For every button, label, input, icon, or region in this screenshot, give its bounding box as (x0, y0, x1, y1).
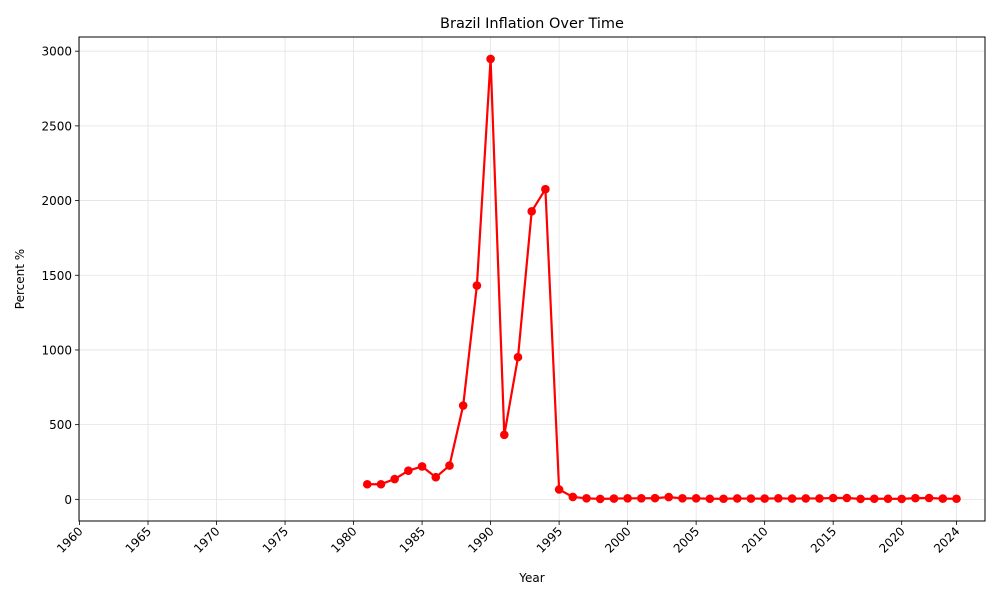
data-point (842, 493, 852, 503)
y-tick-label: 3000 (41, 45, 72, 59)
x-tick-label: 2010 (739, 524, 770, 555)
data-point (828, 493, 838, 503)
data-point (815, 494, 824, 503)
data-point (883, 494, 893, 504)
data-point (924, 493, 934, 503)
data-point (472, 281, 482, 290)
x-axis-label: Year (518, 571, 544, 585)
data-point (952, 494, 961, 504)
data-point (582, 493, 591, 503)
y-tick-label: 2000 (41, 194, 72, 208)
x-tick-label: 1965 (123, 524, 154, 555)
data-point (431, 472, 441, 482)
y-tick-label: 1000 (41, 343, 72, 357)
data-point (760, 494, 769, 503)
x-tick-label: 2005 (671, 524, 702, 555)
data-point (362, 479, 372, 489)
x-axis-ticks: 1960 1965 1970 1975 1980 1985 1990 1995 2000 2005… (54, 521, 963, 556)
y-tick-label: 1500 (41, 269, 72, 283)
data-point (458, 401, 468, 410)
data-point (513, 352, 523, 362)
x-tick-label: 2015 (808, 524, 839, 555)
data-point (527, 207, 537, 216)
data-point (938, 494, 948, 503)
data-point (801, 494, 811, 503)
data-point (568, 492, 578, 502)
data-point (856, 494, 865, 504)
data-point (623, 493, 632, 503)
data-point (678, 493, 687, 503)
x-tick-label: 1985 (397, 524, 428, 555)
data-point (499, 430, 509, 440)
x-tick-label: 1995 (534, 524, 565, 555)
x-tick-label: 1960 (54, 524, 85, 555)
y-axis-label: Percent % (13, 249, 27, 309)
data-point (691, 493, 701, 503)
data-series (362, 54, 961, 504)
data-point (911, 493, 920, 503)
data-point (486, 54, 495, 64)
data-point (595, 494, 605, 504)
y-tick-label: 500 (49, 418, 72, 432)
data-point (732, 494, 742, 503)
data-point (746, 494, 756, 503)
data-point (787, 494, 797, 503)
x-tick-label: 1980 (328, 524, 359, 555)
chart-title: Brazil Inflation Over Time (440, 16, 624, 32)
data-point (609, 494, 619, 503)
x-tick-label: 1970 (191, 524, 222, 555)
data-point (664, 492, 674, 502)
data-point (637, 493, 646, 503)
data-point (445, 461, 454, 470)
data-point (705, 494, 715, 504)
data-point (376, 479, 386, 489)
data-point (869, 494, 879, 504)
x-tick-label: 2024 (931, 524, 962, 555)
series-line (367, 57, 957, 500)
data-point (897, 494, 906, 504)
y-tick-label: 0 (64, 493, 72, 507)
data-point (719, 494, 728, 504)
y-tick-label: 2500 (41, 119, 72, 133)
data-point (541, 184, 550, 194)
data-point (554, 485, 564, 494)
x-tick-label: 2000 (602, 524, 633, 555)
grid-lines (79, 37, 985, 521)
data-point (404, 466, 413, 475)
y-axis-ticks: 0 500 1000 1500 2000 2500 3000 (41, 45, 79, 507)
x-tick-label: 1990 (465, 524, 496, 555)
data-point (650, 493, 660, 503)
data-point (417, 462, 427, 471)
plot-frame (78, 36, 986, 522)
x-tick-label: 2020 (876, 524, 907, 555)
x-tick-label: 1975 (260, 524, 291, 555)
data-point (774, 493, 783, 503)
data-point (390, 474, 399, 484)
